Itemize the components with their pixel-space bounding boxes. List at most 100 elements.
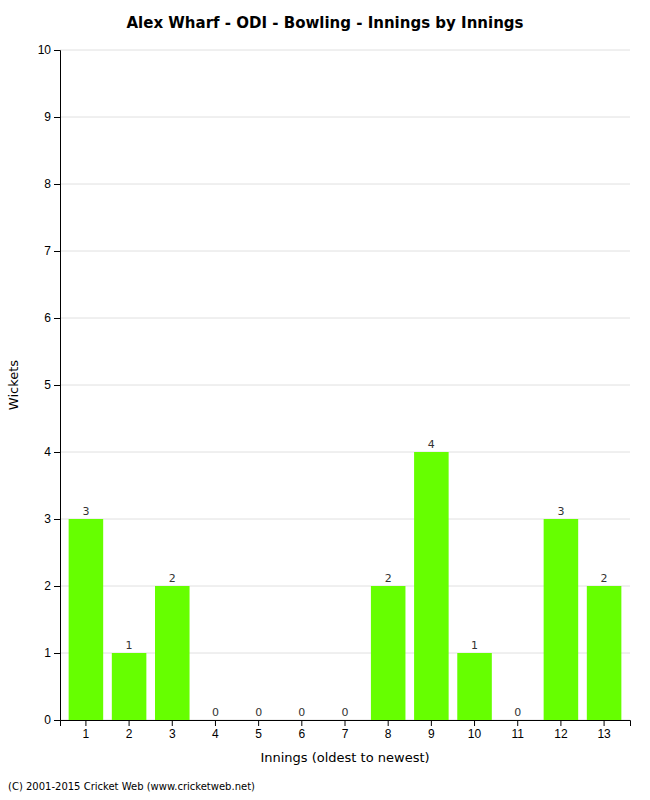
y-tick-mark: [54, 117, 60, 118]
y-tick-mark: [54, 586, 60, 587]
y-axis-line: [54, 51, 61, 721]
y-tick-mark: [54, 184, 60, 185]
x-tick: 6: [298, 720, 305, 741]
bar: [155, 586, 190, 720]
grid-line: [60, 184, 630, 185]
x-tick: 3: [169, 720, 176, 741]
bar: [112, 653, 147, 720]
x-tick: 13: [597, 720, 611, 741]
y-tick-label: 9: [44, 110, 51, 124]
x-tick-label: 10: [468, 727, 482, 741]
x-tick-mark: [301, 720, 302, 726]
x-axis-line: [61, 721, 631, 727]
data-label: 0: [342, 706, 349, 719]
bar: [500, 720, 535, 721]
x-tick-label: 3: [169, 727, 176, 741]
x-tick-label: 13: [597, 727, 611, 741]
x-tick-mark: [604, 720, 605, 726]
grid-line: [60, 318, 630, 319]
x-tick-mark: [215, 720, 216, 726]
x-tick-mark: [517, 720, 518, 726]
x-tick: 4: [212, 720, 219, 741]
y-tick-label: 1: [44, 646, 51, 660]
y-tick-label: 7: [44, 244, 51, 258]
bar: [371, 586, 406, 720]
data-label: 3: [557, 505, 564, 518]
x-tick-mark: [85, 720, 86, 726]
x-tick: 2: [126, 720, 133, 741]
bar: [198, 720, 233, 721]
data-label: 2: [601, 572, 608, 585]
data-label: 4: [428, 438, 435, 451]
x-tick-label: 8: [385, 727, 392, 741]
y-tick: 8: [44, 177, 60, 191]
y-tick: 2: [44, 579, 60, 593]
y-tick-mark: [54, 385, 60, 386]
y-axis: 012345678910: [38, 43, 61, 727]
x-tick-mark: [345, 720, 346, 726]
grid-line: [60, 251, 630, 252]
grid-line: [60, 50, 630, 51]
x-tick-label: 4: [212, 727, 219, 741]
y-tick: 6: [44, 311, 60, 325]
y-tick: 7: [44, 244, 60, 258]
chart: 0123456789101234567891011121331200002410…: [0, 0, 650, 800]
data-label: 1: [471, 639, 478, 652]
y-tick: 10: [38, 43, 60, 57]
y-tick-mark: [54, 50, 60, 51]
data-label: 2: [169, 572, 176, 585]
y-tick-label: 5: [44, 378, 51, 392]
x-tick-mark: [474, 720, 475, 726]
x-tick: 10: [468, 720, 482, 741]
y-tick: 5: [44, 378, 60, 392]
x-tick-label: 7: [342, 727, 349, 741]
bar: [414, 452, 449, 720]
y-tick-label: 3: [44, 512, 51, 526]
x-axis-title: Innings (oldest to newest): [260, 750, 429, 765]
x-tick-mark: [172, 720, 173, 726]
x-tick-label: 2: [126, 727, 133, 741]
bar: [544, 519, 579, 720]
x-tick: 11: [511, 720, 524, 741]
x-tick-label: 12: [554, 727, 568, 741]
x-tick-mark: [388, 720, 389, 726]
y-axis-title: Wickets: [6, 360, 21, 410]
bars: [69, 452, 622, 720]
data-label: 0: [255, 706, 262, 719]
plot-area: 0123456789101234567891011121331200002410…: [38, 43, 631, 740]
x-tick-mark: [129, 720, 130, 726]
x-tick: 7: [342, 720, 349, 741]
grid-line: [60, 117, 630, 118]
bar: [328, 720, 363, 721]
bar: [241, 720, 276, 721]
y-tick-mark: [54, 720, 60, 721]
data-label: 0: [514, 706, 521, 719]
y-tick-label: 8: [44, 177, 51, 191]
y-tick-label: 10: [38, 43, 52, 57]
y-tick: 9: [44, 110, 60, 124]
data-label: 0: [298, 706, 305, 719]
x-tick: 12: [554, 720, 568, 741]
y-tick: 1: [44, 646, 60, 660]
footer: (C) 2001-2015 Cricket Web (www.cricketwe…: [8, 781, 255, 792]
y-tick-mark: [54, 452, 60, 453]
grid: [60, 50, 630, 720]
y-tick-mark: [54, 318, 60, 319]
x-tick-label: 11: [511, 727, 524, 741]
x-tick-label: 9: [428, 727, 435, 741]
data-label: 0: [212, 706, 219, 719]
x-tick: 1: [83, 720, 90, 741]
data-label: 1: [126, 639, 133, 652]
x-tick: 9: [428, 720, 435, 741]
x-axis: 12345678910111213: [61, 720, 631, 741]
x-tick: 5: [255, 720, 262, 741]
x-tick-mark: [431, 720, 432, 726]
y-tick: 3: [44, 512, 60, 526]
x-tick-label: 1: [83, 727, 90, 741]
x-tick: 8: [385, 720, 392, 741]
data-labels: 3120000241032: [82, 438, 607, 719]
y-tick: 0: [44, 713, 60, 727]
x-tick-mark: [560, 720, 561, 726]
y-tick-label: 0: [44, 713, 51, 727]
y-tick-mark: [54, 251, 60, 252]
